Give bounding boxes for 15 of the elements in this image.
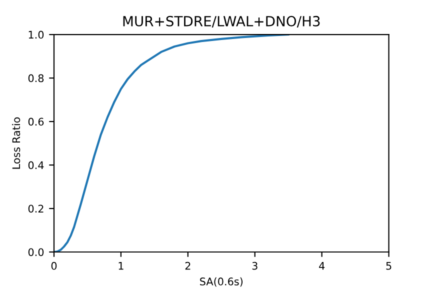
y-axis-title: Loss Ratio xyxy=(12,117,20,169)
x-tick-label: 3 xyxy=(252,262,258,270)
y-tick-label: 0.0 xyxy=(28,248,44,256)
x-tick-label: 4 xyxy=(319,262,325,270)
y-tick-label: 1.0 xyxy=(28,30,44,39)
chart-title: MUR+STDRE/LWAL+DNO/H3 xyxy=(123,16,320,28)
x-tick-label: 5 xyxy=(386,262,392,270)
y-tick-label: 0.4 xyxy=(28,161,44,170)
x-tick-label: 1 xyxy=(118,262,124,270)
y-tick-label: 0.8 xyxy=(28,74,44,82)
x-tick-label: 2 xyxy=(185,262,190,270)
y-tick-label: 0.2 xyxy=(28,204,44,213)
x-axis-title: SA(0.6s) xyxy=(200,277,243,287)
y-tick-label: 0.6 xyxy=(28,118,44,126)
x-tick-label: 0 xyxy=(51,262,57,270)
